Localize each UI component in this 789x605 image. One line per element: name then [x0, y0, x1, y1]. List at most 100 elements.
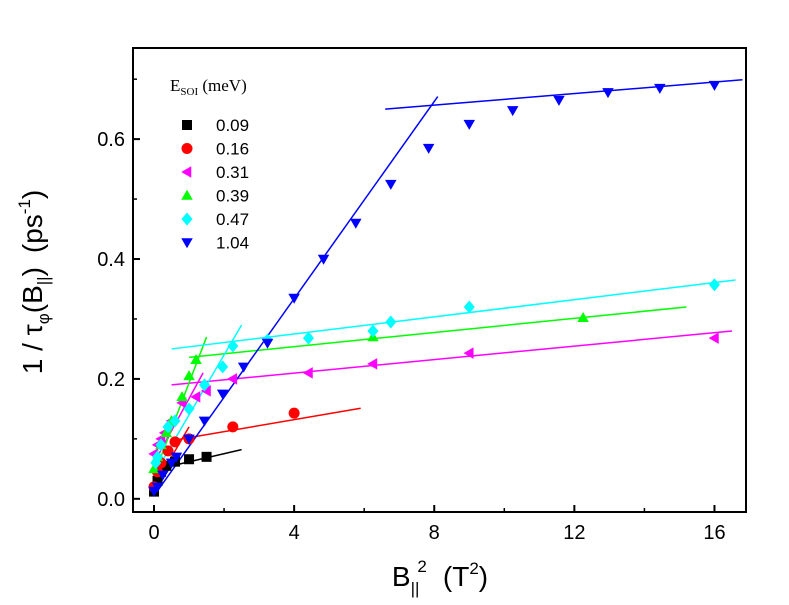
series-1-04-point — [261, 338, 274, 349]
series-1-04-point — [654, 83, 666, 94]
x-axis-title-sup: 2 — [417, 557, 426, 576]
y-axis-title-mid: (B — [17, 285, 48, 313]
series-1-04-point — [506, 106, 519, 117]
series-0-47-point — [198, 378, 210, 392]
series-1-04-point — [288, 293, 300, 304]
plot-frame — [132, 47, 747, 513]
series-0-47-point — [385, 315, 397, 329]
series-0-31-point — [190, 391, 201, 403]
series-1-04-point — [198, 416, 211, 427]
legend-title-base: E — [170, 76, 180, 95]
series-0-47-point — [463, 300, 475, 314]
x-axis-title-base: B — [392, 561, 411, 592]
series-1-04-legend-marker — [181, 238, 193, 249]
series-0-31-point — [708, 332, 719, 344]
x-tick-label: 8 — [429, 522, 440, 544]
x-axis-unit-sup: 2 — [469, 559, 478, 578]
y-tick-label: 0.4 — [97, 249, 125, 271]
y-axis-title-sub2: || — [34, 276, 53, 285]
y-tick-label: 0.6 — [97, 129, 125, 151]
series-0-39-fit-line-2 — [188, 306, 687, 359]
series-0-39-point — [148, 463, 160, 474]
series-0-16-fit-line-2 — [171, 407, 361, 442]
series-0-09-legend-marker — [182, 120, 192, 130]
series-0-47-point — [708, 278, 720, 292]
x-tick-label: 0 — [148, 522, 159, 544]
x-axis-unit-end: ) — [479, 561, 488, 592]
series-0-39-point — [160, 427, 173, 438]
series-0-47-legend-label: 0.47 — [216, 210, 249, 229]
series-1-04-point — [170, 452, 183, 463]
series-0-09-point — [152, 475, 163, 486]
series-0-47-point — [367, 324, 379, 338]
series-0-16-legend-marker — [181, 143, 193, 154]
x-axis-unit-base: (T — [443, 561, 469, 592]
series-1-04-point — [350, 218, 362, 229]
series-1-04-fit-line-2 — [385, 79, 743, 110]
legend-title-rest: (meV) — [198, 76, 247, 95]
series-0-39-point — [183, 370, 195, 381]
series-0-47-point — [227, 339, 239, 353]
series-0-16-point — [288, 407, 300, 419]
series-1-04-point — [553, 95, 565, 106]
series-0-09-point — [161, 460, 172, 471]
y-axis-title-prefix: 1 / τ — [17, 324, 48, 374]
y-axis-title-end: ) — [17, 267, 48, 276]
series-0-09-legend-label: 0.09 — [216, 116, 249, 135]
series-0-31-point — [227, 373, 238, 385]
series-0-39-point — [577, 312, 589, 323]
series-0-47-point — [162, 420, 174, 434]
series-0-16-point — [169, 436, 181, 448]
x-axis-title: B||2 (T2) — [392, 557, 488, 598]
axis-ticks: 0 4 8 12 16 0.0 0.2 0.4 0.6 — [97, 78, 726, 544]
legend-title: ESOI (meV) — [170, 76, 247, 98]
series-0-39-legend-marker — [181, 189, 193, 200]
series-0-31-fit-line-2 — [171, 330, 733, 386]
legend: ESOI (meV) 0.09 0.16 0.31 0.39 0.47 1.04 — [170, 76, 249, 253]
series-1-04-point — [237, 362, 250, 373]
y-tick-label: 0.2 — [97, 369, 125, 391]
series-1-04-point — [463, 119, 476, 130]
y-axis-unit-end: ) — [17, 190, 48, 199]
y-axis-title-sub1: φ — [34, 313, 53, 324]
series-0-31-point — [463, 347, 474, 359]
series-1-04-point — [165, 458, 178, 469]
series-1-04-point — [157, 470, 169, 481]
series-1-04-legend-label: 1.04 — [216, 234, 249, 253]
series-1-04-point — [708, 80, 721, 91]
series-0-31-point — [302, 367, 313, 379]
series-0-16-legend-label: 0.16 — [216, 140, 249, 159]
series-0-09-point — [184, 454, 195, 465]
x-tick-label: 12 — [563, 522, 585, 544]
x-tick-label: 16 — [703, 522, 725, 544]
series-1-04-point — [151, 482, 164, 493]
series-0-47-point — [217, 360, 229, 374]
y-axis-title: 1 / τφ(B||) (ps-1) — [15, 190, 53, 375]
series-0-39-point — [190, 353, 202, 364]
x-tick-label: 4 — [289, 522, 300, 544]
series-0-47-point — [183, 402, 195, 416]
series-1-04-point — [317, 254, 330, 265]
y-axis-unit-base: (ps — [17, 214, 48, 253]
series-0-47-legend-marker — [181, 212, 193, 226]
legend-title-sub: SOI — [180, 86, 198, 98]
series-1-04-point — [183, 434, 195, 445]
legend-items: 0.09 0.16 0.31 0.39 0.47 1.04 — [181, 116, 249, 253]
data-points — [148, 80, 721, 497]
series-0-47-point — [169, 414, 181, 428]
series-0-39-point — [176, 391, 188, 402]
series-1-04-point — [602, 88, 614, 99]
series-1-04-point — [216, 389, 229, 400]
series-0-39-legend-label: 0.39 — [216, 187, 249, 206]
series-0-47-point — [302, 331, 314, 345]
series-0-47-point — [152, 450, 164, 464]
series-0-47-point — [155, 438, 167, 452]
series-0-31-point — [200, 385, 211, 397]
series-0-31-legend-label: 0.31 — [216, 163, 249, 182]
y-tick-label: 0.0 — [97, 489, 125, 511]
series-1-04-point — [422, 143, 435, 154]
series-0-09-point — [201, 451, 212, 462]
y-axis-unit-sup: -1 — [15, 199, 34, 214]
